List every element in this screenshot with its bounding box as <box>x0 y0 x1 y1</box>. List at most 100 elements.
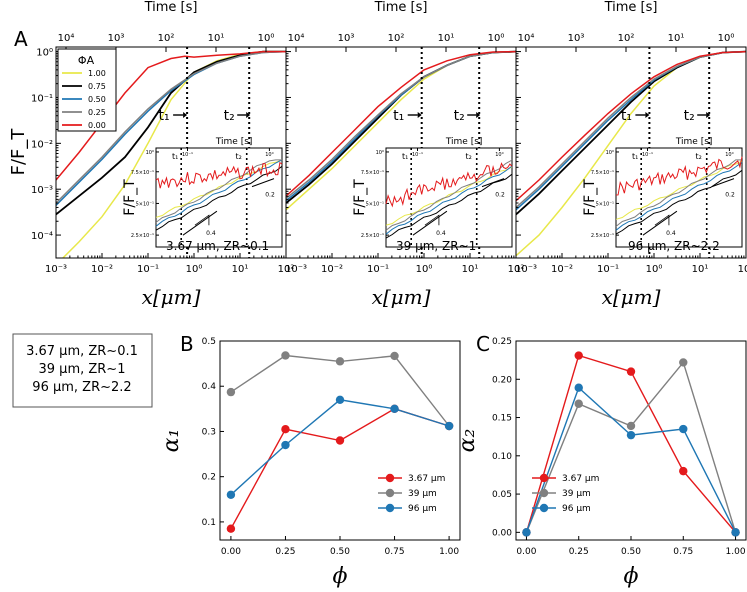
y-tick-label: 0.00 <box>492 528 512 538</box>
legend-label: 3.67 μm <box>562 474 599 484</box>
y-tick-label: 10⁻⁴ <box>31 231 53 242</box>
slope-line-02 <box>481 178 505 188</box>
data-point <box>679 424 688 434</box>
y-tick-label: 10⁻² <box>31 139 53 150</box>
x-tick-label: 10¹ <box>692 264 709 275</box>
y-tick-label: 0.5 <box>202 337 216 347</box>
slope-label-04: 0.4 <box>436 230 446 237</box>
inset-frame <box>385 147 513 248</box>
panel-annotation: 96 μm, ZR~2.2 <box>628 239 720 253</box>
inset-y-tick-label: 5×10⁻¹ <box>366 201 384 207</box>
t1-label: t₁ <box>393 108 404 124</box>
inset-t1-label: t₁ <box>402 152 408 161</box>
data-point <box>226 524 236 533</box>
t2-arrowhead <box>706 112 711 118</box>
inset-top-tick-label: 10⁻¹ <box>182 152 193 158</box>
top-tick-label: 10² <box>158 33 175 44</box>
inset-t2-label: t₂ <box>236 152 242 161</box>
inset-y-tick-label: 10⁰ <box>376 150 384 156</box>
inset: Time [s] 10⁻¹ 10⁰ 2.5×10⁻¹ 5×10⁻¹ 7.5×10⁻¹ 10⁰… <box>352 137 513 248</box>
legend-label: 39 μm <box>562 489 591 499</box>
data-point <box>335 357 345 366</box>
inset-series-line <box>615 169 743 235</box>
data-point <box>679 358 688 367</box>
y-tick-label: 0.20 <box>492 375 512 385</box>
x-tick-label: 10¹ <box>232 264 249 275</box>
top-tick-label: 10¹ <box>668 33 685 44</box>
series-line-phi-0-25 <box>286 50 516 199</box>
t2-label: t₂ <box>224 108 235 124</box>
inset-series-line <box>385 159 513 231</box>
panel-a-label: A <box>14 27 28 51</box>
data-point <box>281 351 290 360</box>
data-point <box>626 430 636 440</box>
y-axis-label: α₁ <box>159 429 184 453</box>
legend-label: 0.00 <box>88 121 106 130</box>
top-tick-label: 10³ <box>108 33 125 44</box>
inset-y-tick-label: 7.5×10⁻¹ <box>131 170 154 176</box>
inset-top-tick-label: 10⁰ <box>495 152 503 158</box>
t1-label: t₁ <box>159 108 170 124</box>
t1-arrowhead <box>183 112 188 118</box>
inset: Time [s] 10⁻¹ 10⁰ 2.5×10⁻¹ 5×10⁻¹ 7.5×10⁻¹ 10⁰… <box>582 137 743 248</box>
x-tick-label: 0.50 <box>330 547 350 557</box>
legend-label: 0.75 <box>88 82 106 91</box>
top-axis-label: Time [s] <box>604 0 658 15</box>
series-line-phi-0-75 <box>56 50 286 216</box>
slope-triangle-04 <box>654 214 670 226</box>
data-point <box>281 440 290 450</box>
top-tick-label: 10² <box>618 33 635 44</box>
inset-y-tick-label: 5×10⁻¹ <box>136 201 154 207</box>
top-tick-label: 10² <box>388 33 405 44</box>
inset-series-line-red <box>385 162 513 208</box>
inset-series-line <box>615 160 743 220</box>
data-point <box>335 436 345 445</box>
t2-arrowhead <box>476 112 481 118</box>
side-legend-item: 3.67 μm, ZR~0.1 <box>26 344 138 359</box>
inset-series-line-red <box>615 156 743 196</box>
inset-y-tick-label: 7.5×10⁻¹ <box>361 170 384 176</box>
series-group <box>516 50 746 257</box>
slope-triangle-04 <box>194 214 210 226</box>
side-legend: 3.67 μm, ZR~0.1 39 μm, ZR~1 96 μm, ZR~2.2 <box>12 333 153 408</box>
inset-t2-label: t₂ <box>696 152 702 161</box>
x-tick-label: 10⁻¹ <box>597 264 619 275</box>
x-tick-label: 10⁻³ <box>45 264 67 275</box>
inset-y-tick-label: 2.5×10⁻¹ <box>131 233 154 239</box>
slope-label-02: 0.2 <box>265 192 275 199</box>
x-tick-label: 10⁻² <box>321 264 343 275</box>
y-tick-label: 10⁰ <box>36 48 53 59</box>
inset-series-line <box>155 159 283 227</box>
series-line <box>525 386 737 533</box>
x-axis-label: x[μm] <box>602 285 661 309</box>
inset-top-axis-label: Time [s] <box>215 137 253 147</box>
data-point <box>574 399 583 408</box>
panel-b: 0.00 0.25 0.50 0.75 1.00 0.1 0.2 0.3 0.4 0.5 ϕ α₁ B 3… <box>159 332 461 589</box>
t1-arrowhead <box>645 112 650 118</box>
panel-label: B <box>180 332 194 356</box>
panel-annotation: 3.67 μm, ZR~0.1 <box>166 239 269 253</box>
panel-c: 0.00 0.25 0.50 0.75 1.00 0.00 0.05 0.10 0.15 0.20… <box>455 332 747 589</box>
inset-series-line <box>155 165 283 231</box>
legend-swatch-marker <box>539 473 549 483</box>
side-legend-box <box>12 333 153 408</box>
inset-y-axis-label: F/F_T <box>352 179 368 216</box>
x-tick-label: 0.25 <box>275 547 295 557</box>
side-legend-item: 39 μm, ZR~1 <box>39 362 126 377</box>
inset-y-tick-label: 7.5×10⁻¹ <box>591 170 614 176</box>
x-tick-label: 10⁻² <box>91 264 113 275</box>
slope-line-04 <box>412 210 448 236</box>
x-tick-label: 10⁰ <box>416 264 433 275</box>
inset-series-line-red <box>155 161 283 189</box>
top-tick-label: 10⁴ <box>58 33 75 44</box>
legend-label: 39 μm <box>408 489 437 499</box>
inset-y-tick-label: 5×10⁻¹ <box>596 201 614 207</box>
legend-label: 0.25 <box>88 108 106 117</box>
x-tick-label: 0.50 <box>621 547 641 557</box>
phi-legend: ΦA 1.00 0.75 0.50 0.25 0.00 <box>57 48 117 132</box>
panel-label: C <box>476 332 490 356</box>
x-tick-label: 0.75 <box>673 547 693 557</box>
inset-top-axis-label: Time [s] <box>675 137 713 147</box>
data-point <box>390 351 399 361</box>
top-tick-label: 10¹ <box>208 33 225 44</box>
